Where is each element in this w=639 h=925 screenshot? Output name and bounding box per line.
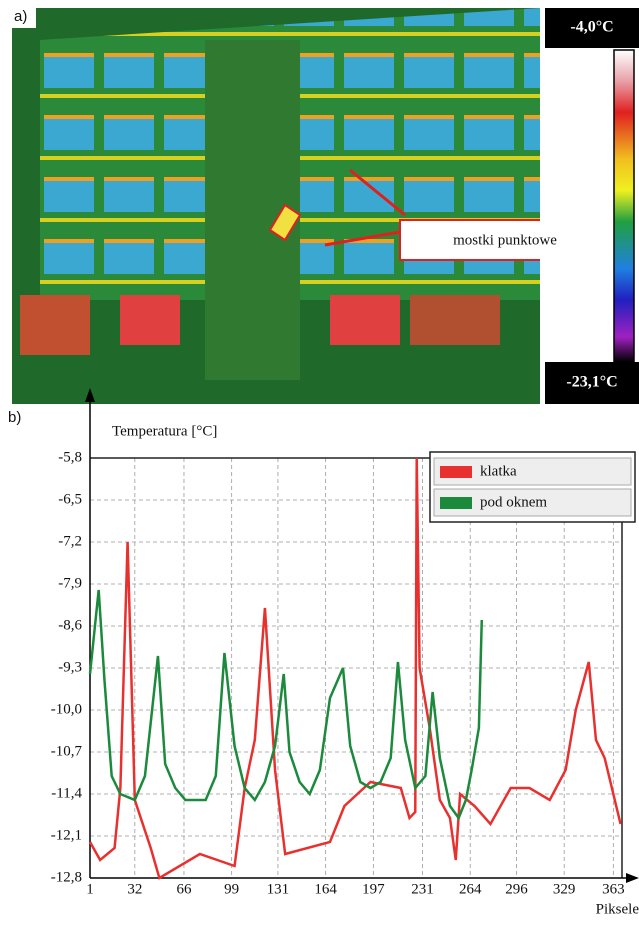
x-tick-label: 231 [411,881,434,897]
y-tick-label: -10,7 [51,743,83,759]
x-axis-title: Piksele [596,901,639,917]
x-tick-label: 164 [314,881,337,897]
y-tick-label: -5,8 [58,449,82,465]
y-tick-label: -9,3 [58,659,82,675]
legend-label: pod oknem [480,494,547,510]
x-tick-label: 1 [86,881,94,897]
x-tick-label: 363 [602,881,625,897]
scale-max: -4,0°C [570,19,613,36]
y-tick-label: -12,1 [51,827,82,843]
y-tick-label: -8,6 [58,617,82,633]
x-tick-label: 99 [224,881,239,897]
y-tick-label: -12,8 [51,869,82,885]
legend-label: klatka [480,463,517,479]
data-line [88,589,484,821]
panel-label: b) [8,409,21,426]
x-tick-label: 197 [362,881,385,897]
y-tick-label: -6,5 [58,491,82,507]
panel-label: a) [14,8,27,25]
legend-swatch [440,466,472,478]
x-tick-label: 131 [267,881,290,897]
y-axis-title: Temperatura [°C] [112,423,217,439]
annotation: mostki punktowe [453,232,557,248]
x-tick-label: 329 [553,881,576,897]
axis-arrow [85,388,95,402]
y-tick-label: -7,2 [58,533,82,549]
y-tick-label: -11,4 [51,785,82,801]
legend-swatch [440,497,472,509]
x-tick-label: 66 [176,881,192,897]
x-tick-label: 264 [459,881,482,897]
thermal-image [10,6,639,404]
data-line [88,457,622,880]
y-tick-label: -10,0 [51,701,82,717]
x-tick-label: 32 [127,881,142,897]
axis-arrow [626,873,639,883]
y-tick-label: -7,9 [58,575,82,591]
x-tick-label: 296 [505,881,528,897]
scale-min: -23,1°C [566,374,617,391]
